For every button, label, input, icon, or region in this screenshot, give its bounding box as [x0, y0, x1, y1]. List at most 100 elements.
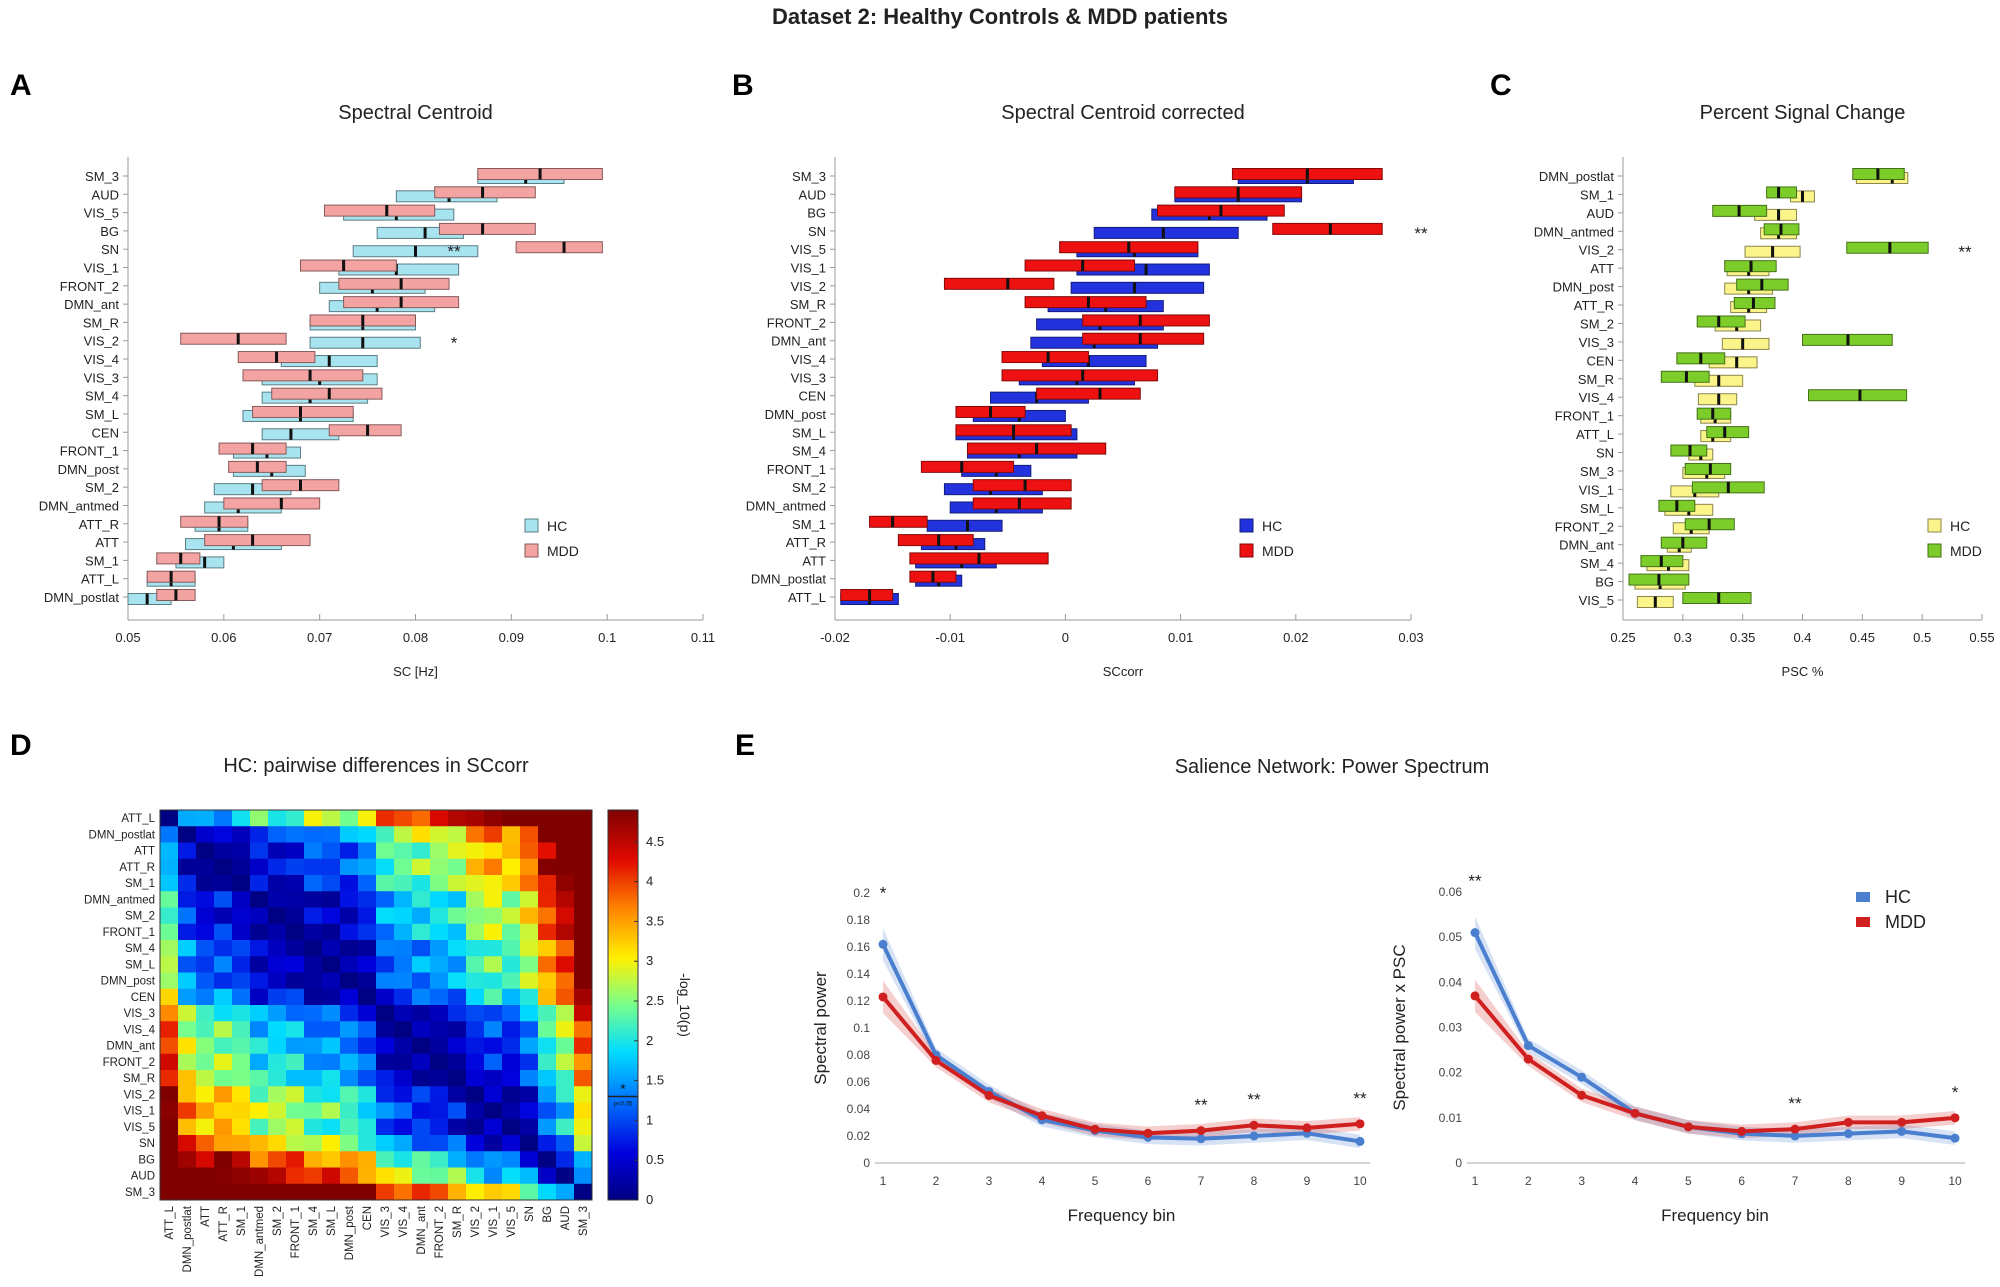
heatmap-cell: [178, 875, 197, 892]
heatmap-cell: [340, 1167, 359, 1185]
heatmap-cell: [376, 858, 395, 876]
row-label-att_l: ATT_L: [81, 572, 119, 587]
heatmap-cell: [448, 875, 467, 892]
heatmap-cell: [358, 1102, 377, 1120]
heatmap-cell: [268, 1037, 287, 1055]
x-tick-label: 3: [986, 1174, 993, 1188]
heatmap-cell: [196, 940, 215, 957]
row-label-dmn_postlat: DMN_postlat: [44, 590, 120, 605]
heatmap-cell: [556, 1005, 575, 1022]
hc-median-dmn_postlat: [145, 593, 149, 605]
mdd-median-dmn_ant: [399, 296, 403, 308]
heatmap-cell: [358, 1118, 377, 1136]
x-tick-label: 0.35: [1730, 630, 1755, 645]
row-label-vis_1: VIS_1: [791, 261, 826, 276]
mdd-median-sm_2: [1023, 479, 1027, 491]
x-tick-label: 2: [933, 1174, 940, 1188]
heatmap-cell: [412, 1167, 431, 1185]
heatmap-cell: [178, 1102, 197, 1120]
heatmap-cell: [538, 1183, 557, 1201]
chart-title: Salience Network: Power Spectrum: [1175, 756, 1490, 778]
heatmap-cell: [232, 972, 251, 990]
heatmap-cell: [376, 810, 395, 827]
heatmap-cell: [556, 988, 575, 1006]
mdd-median-vis_1: [1726, 481, 1730, 493]
heatmap-cell: [520, 1135, 539, 1152]
mdd-median-cen: [1098, 388, 1102, 400]
data-point-mdd: [878, 992, 888, 1002]
heatmap-cell: [178, 988, 197, 1006]
x-tick-label: 5: [1092, 1174, 1099, 1188]
row-label-att: ATT: [802, 553, 826, 568]
heatmap-cell: [322, 923, 341, 941]
heatmap-row-label: VIS_4: [124, 1024, 156, 1036]
heatmap-cell: [160, 907, 179, 925]
hc-median-sm_1: [1801, 190, 1804, 202]
heatmap-cell: [214, 1135, 233, 1152]
mdd-bar-vis_2: [943, 277, 1055, 290]
data-point-mdd: [931, 1055, 941, 1065]
x-tick-label: 0.07: [307, 630, 332, 645]
heatmap-cell: [556, 1118, 575, 1136]
heatmap-cell: [214, 956, 233, 973]
mdd-median-sn: [562, 241, 566, 253]
heatmap-cell: [214, 891, 233, 908]
heatmap-cell: [178, 1183, 197, 1201]
heatmap-row-label: ATT_R: [119, 862, 155, 874]
colorbar-label: -log_10(p): [677, 973, 693, 1037]
heatmap-cell: [574, 1151, 593, 1168]
heatmap-cell: [502, 988, 521, 1006]
x-tick-label: 1: [1472, 1174, 1479, 1188]
heatmap-cell: [160, 923, 179, 941]
heatmap-col-label: DMN_post: [344, 1205, 356, 1260]
mdd-median-vis_5: [1127, 241, 1131, 253]
colorbar-tick-label: 4: [646, 874, 653, 889]
heatmap-cell: [268, 923, 287, 941]
x-tick-label: 0.25: [1610, 630, 1635, 645]
heatmap-row-label: BG: [138, 1154, 155, 1166]
heatmap-cell: [466, 1118, 485, 1136]
mdd-median-dmn_ant: [1681, 537, 1685, 549]
heatmap-row-label: SM_1: [125, 878, 155, 890]
heatmap-cell: [178, 858, 197, 876]
colorbar-tick-label: 3: [646, 953, 653, 968]
mdd-bar-vis_3: [242, 369, 364, 382]
heatmap-cell: [160, 1070, 179, 1087]
mdd-bar-sn: [515, 241, 603, 254]
heatmap-cell: [250, 875, 269, 892]
mdd-median-dmn_post: [255, 461, 259, 473]
heatmap-cell: [394, 826, 413, 843]
heatmap-cell: [430, 988, 449, 1006]
heatmap-cell: [268, 1053, 287, 1071]
heatmap-cell: [448, 858, 467, 876]
heatmap-cell: [304, 956, 323, 973]
heatmap-cell: [196, 1053, 215, 1071]
heatmap-cell: [484, 988, 503, 1006]
legend-hc-label: HC: [1885, 887, 1911, 907]
legend-hc-label: HC: [1950, 518, 1970, 534]
mdd-median-vis_2: [236, 333, 240, 345]
heatmap-row-label: VIS_2: [124, 1089, 155, 1101]
heatmap-cell: [574, 891, 593, 908]
heatmap-cell: [574, 1167, 593, 1185]
heatmap-cell: [358, 956, 377, 973]
heatmap-cell: [196, 923, 215, 941]
colorbar-tick-label: 1: [646, 1112, 653, 1127]
heatmap-cell: [178, 923, 197, 941]
legend-hc-swatch: [524, 518, 539, 533]
row-label-bg: BG: [1595, 575, 1614, 590]
heatmap-cell: [376, 1005, 395, 1022]
data-point-hc: [878, 939, 888, 949]
row-label-sn: SN: [808, 224, 826, 239]
heatmap-cell: [250, 940, 269, 957]
hc-bar-sm_1: [926, 519, 1003, 532]
heatmap-cell: [502, 1005, 521, 1022]
row-label-sm_1: SM_1: [1580, 187, 1614, 202]
heatmap-row-label: AUD: [131, 1171, 155, 1183]
heatmap-cell: [502, 1053, 521, 1071]
x-tick-label: 5: [1685, 1174, 1692, 1188]
heatmap-cell: [214, 1037, 233, 1055]
x-tick-label: 6: [1738, 1174, 1745, 1188]
heatmap-col-label: SM_1: [236, 1206, 248, 1236]
x-tick-label: 9: [1898, 1174, 1905, 1188]
